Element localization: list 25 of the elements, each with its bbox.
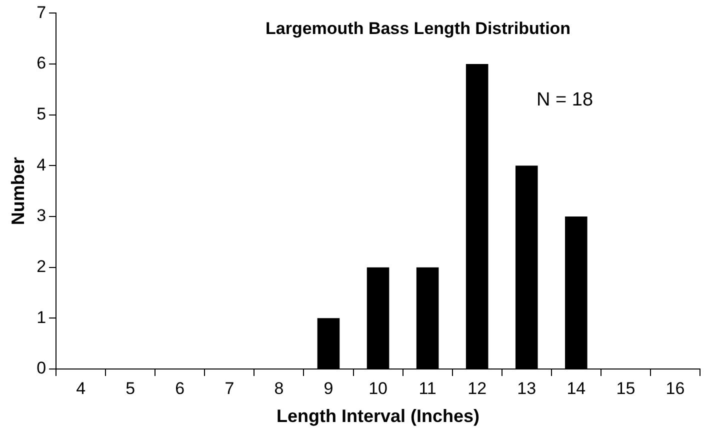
x-tick-label: 9 <box>324 378 334 398</box>
y-tick-label: 1 <box>36 308 46 327</box>
x-tick-label: 15 <box>616 378 636 398</box>
x-axis-title: Length Interval (Inches) <box>276 406 480 426</box>
x-tick-label: 11 <box>418 378 436 398</box>
y-tick-label: 0 <box>36 358 46 378</box>
annotation: N = 18 <box>536 90 594 111</box>
y-tick-label: 6 <box>36 54 46 73</box>
y-tick-label: 3 <box>36 206 46 226</box>
y-tick-label: 2 <box>36 257 46 276</box>
x-tick-label: 12 <box>468 378 487 398</box>
chart-title: Largemouth Bass Length Distribution <box>265 18 571 38</box>
x-tick-label: 16 <box>666 378 685 398</box>
x-tick-label: 7 <box>224 378 234 398</box>
x-tick-label: 4 <box>76 378 86 398</box>
y-tick-label: 4 <box>36 155 46 174</box>
y-tick-label: 5 <box>36 104 46 124</box>
x-tick-label: 10 <box>368 378 388 398</box>
y-axis-title: Number <box>8 157 28 226</box>
x-tick-label: 5 <box>126 378 136 398</box>
x-tick-label: 14 <box>566 378 586 398</box>
x-tick-label: 6 <box>175 378 185 398</box>
x-tick-label: 13 <box>517 378 536 398</box>
x-tick-label: 8 <box>274 378 284 398</box>
y-tick-label: 7 <box>36 2 46 22</box>
